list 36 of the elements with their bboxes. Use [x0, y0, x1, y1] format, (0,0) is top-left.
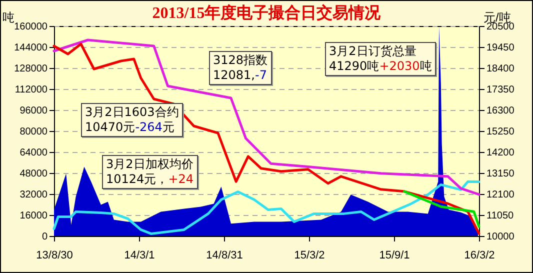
y-tick-label: 32000	[20, 190, 48, 200]
y-tick-label: 48000	[20, 168, 48, 180]
y2-tick-label: 12100	[486, 190, 515, 200]
y2-tick-label: 11050	[486, 210, 514, 222]
x-tick-label: 15/3/2	[294, 250, 325, 262]
y2-tick-label: 19450	[486, 42, 515, 54]
x-tick-label: 16/3/2	[464, 250, 495, 262]
y2-tick-label: 17350	[486, 84, 515, 96]
annotation: 3128指数 12081,-7	[213, 53, 268, 82]
y-tick-label: 0	[42, 232, 48, 242]
y2-tick-label: 14200	[486, 148, 515, 158]
y-tick-label: 96000	[20, 106, 48, 116]
x-tick-label: 14/8/31	[206, 250, 243, 262]
y2-tick-label: 16300	[486, 106, 515, 116]
y-tick-label: 16000	[20, 210, 48, 222]
x-tick-label: 13/8/30	[36, 250, 73, 262]
line-series	[402, 190, 480, 228]
y2-tick-label: 15250	[486, 126, 515, 138]
annotation: 3月2日订货总量 41290吨+2030吨	[329, 44, 432, 73]
line-series	[52, 38, 480, 196]
y2-tick-label: 10000	[486, 232, 515, 242]
y-tick-label: 112000	[14, 84, 48, 96]
annotation: 3月2日1603合约 10470元-264元	[85, 105, 179, 134]
y-tick-label: 128000	[14, 64, 48, 74]
y-tick-label: 64000	[20, 148, 48, 158]
x-tick-label: 15/9/1	[379, 250, 410, 262]
x-tick-label: 14/3/1	[124, 250, 155, 262]
y-tick-label: 160000	[14, 22, 48, 32]
y-tick-label: 144000	[14, 42, 48, 54]
y2-tick-label: 18400	[486, 64, 515, 74]
y2-tick-label: 13150	[486, 168, 515, 180]
annotation: 3月2日加权均价 10124元，+24	[106, 157, 194, 186]
chart-title: 2013/15年度电子撮合日交易情况	[152, 3, 382, 22]
y2-tick-label: 20500	[486, 22, 515, 32]
y-axis-title: 吨	[2, 10, 14, 24]
y-tick-label: 80000	[20, 126, 48, 138]
